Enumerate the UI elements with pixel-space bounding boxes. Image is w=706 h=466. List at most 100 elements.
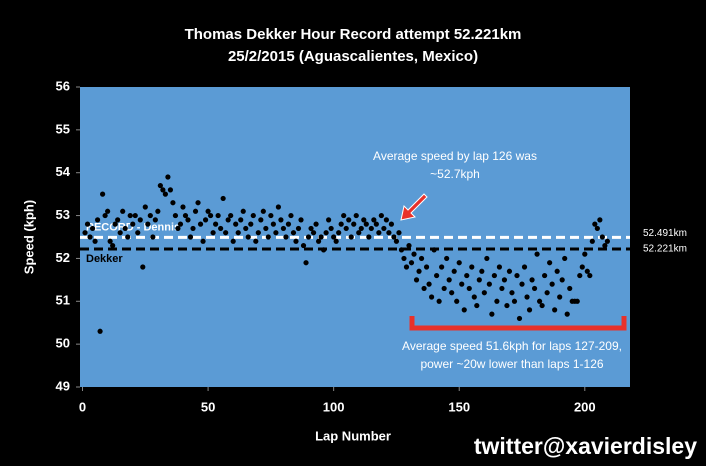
point [293,238,299,244]
point [423,264,430,270]
point [197,221,204,227]
point [521,264,528,270]
point [376,230,382,236]
point [275,204,282,210]
point [295,225,302,232]
point [436,298,442,304]
point [343,225,349,232]
point [584,268,590,274]
point [451,268,457,274]
point [501,277,508,283]
point [260,208,266,214]
point [542,272,548,279]
point [408,260,415,266]
point [205,208,211,214]
point [92,238,98,244]
point [557,294,563,300]
point [474,302,480,309]
point [428,294,435,300]
point [155,208,161,214]
point [135,230,141,236]
point [552,307,558,313]
point [366,234,372,240]
point [544,290,550,296]
point [346,217,352,223]
point [602,242,608,249]
point [536,298,543,304]
point [519,281,525,287]
point [599,234,605,240]
point [270,221,276,227]
reference-name-label: RECORD - Dennis [86,221,180,233]
point [213,221,219,227]
point [592,221,598,227]
point [338,221,344,227]
point [554,268,560,274]
point [268,212,274,219]
y-tick-label: 56 [56,78,70,93]
x-tick-label: 0 [79,399,86,414]
point [363,221,369,227]
point [132,212,138,219]
point [464,272,470,279]
point [534,251,540,257]
x-axis-label: Lap Number [315,428,391,443]
y-axis-label: Speed (kph) [21,200,36,274]
reference-value-label: 52.221km [643,244,687,255]
point [165,174,171,180]
point [401,255,407,262]
point [386,230,392,236]
point [341,212,347,219]
point [218,225,224,232]
point [446,277,452,283]
point [150,234,156,240]
point [531,285,538,292]
point [434,272,440,279]
point [160,187,166,193]
point [331,234,337,240]
point [248,221,254,227]
point [486,281,492,287]
point [137,217,143,223]
point [112,221,118,227]
point [152,217,158,223]
point [145,221,151,227]
chart-subtitle: 25/2/2015 (Aguascalientes, Mexico) [228,48,478,65]
point [574,298,580,304]
point [82,230,88,236]
point [328,225,334,232]
point [89,225,96,232]
point [549,281,555,287]
point [140,264,146,270]
point [290,230,297,236]
point [431,247,437,253]
point [476,277,482,283]
reference-value-label: 52.491km [643,228,687,239]
point [105,208,111,214]
annotation: power ~20w lower than laps 1-126 [420,357,603,371]
annotation: Average speed by lap 126 was [373,149,537,163]
point [418,255,425,262]
bracket [409,316,627,331]
y-tick-label: 52 [56,250,70,265]
point [393,238,400,244]
point [406,242,412,249]
point [494,298,500,304]
point [313,221,319,227]
point [353,212,359,219]
watermark: twitter@xavierdisley [474,433,697,459]
point [315,238,322,244]
point [280,225,287,232]
point [192,208,199,214]
point [471,294,477,300]
point [587,272,593,279]
point [489,311,495,317]
point [233,221,239,227]
point [223,230,229,236]
y-tick-label: 54 [56,164,71,179]
point [479,268,485,274]
point [426,281,432,287]
point [604,238,610,244]
point [582,251,588,257]
